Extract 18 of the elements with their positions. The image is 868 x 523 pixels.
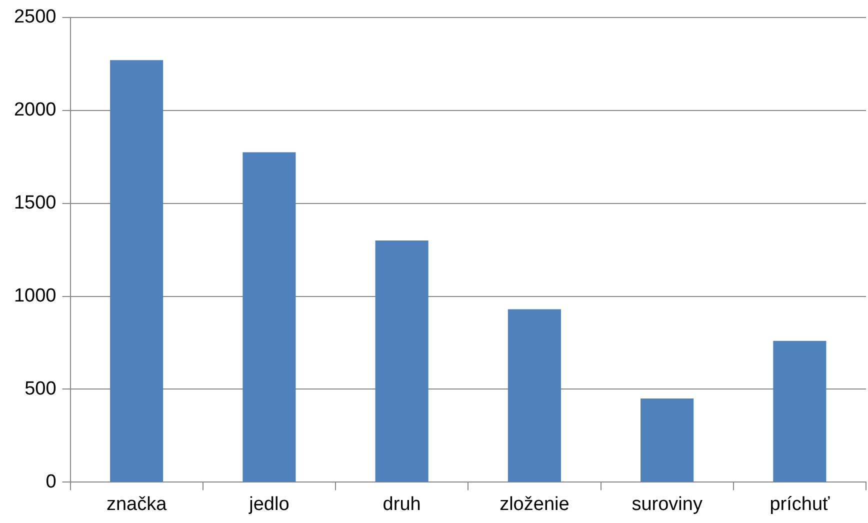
x-tick-label: jedlo [248,494,290,515]
x-tick-label: príchuť [770,494,831,515]
y-tick-label: 0 [46,471,56,492]
y-tick-label: 500 [24,378,56,400]
y-tick-label: 2000 [14,100,56,121]
y-tick-label: 1500 [14,192,56,214]
bar [110,60,164,482]
bar [773,340,826,482]
bar [508,309,561,482]
x-tick-label: druh [382,494,421,515]
bar [640,398,694,482]
x-tick-label: značka [106,494,168,515]
y-tick-label: 2500 [14,6,56,28]
y-tick-label: 1000 [14,286,56,307]
bar [375,240,428,482]
x-tick-label: zloženie [500,494,570,515]
bar [242,152,296,482]
x-tick-label: suroviny [632,494,703,515]
